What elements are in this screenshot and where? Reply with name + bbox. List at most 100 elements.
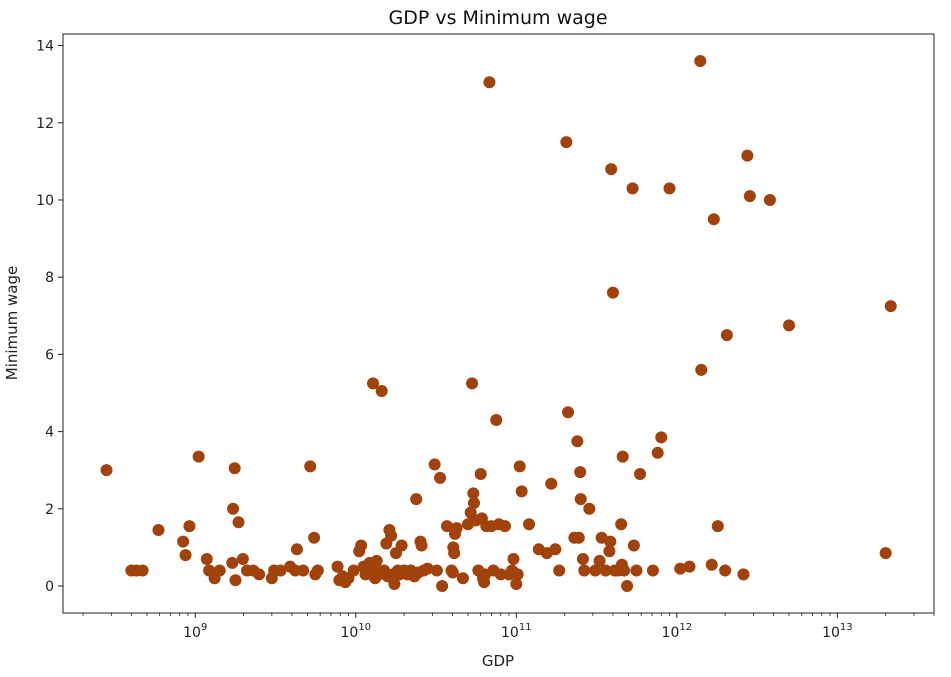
data-point [290,543,303,556]
data-point [448,547,461,560]
data-point [583,502,596,515]
data-point [466,377,479,390]
data-point [229,574,242,587]
data-point [474,468,487,481]
data-point [616,450,629,463]
data-point [630,564,643,577]
data-point [621,579,634,592]
data-point [213,564,226,577]
data-point [578,564,591,577]
data-point [467,487,480,500]
data-point [711,520,724,533]
data-point [183,520,196,533]
data-point [490,414,503,426]
plot-frame [62,33,935,614]
data-point [494,568,507,581]
data-point [456,572,469,585]
data-point [589,564,602,577]
data-point [574,466,587,479]
data-point [562,406,575,419]
data-point [663,182,676,195]
data-point [136,564,149,577]
data-point [446,566,459,579]
data-point [385,529,398,542]
data-point [421,562,434,575]
data-point [192,450,205,463]
data-point [498,520,511,533]
data-point [695,363,708,376]
data-point [571,435,584,448]
data-point [297,564,310,577]
data-point [655,431,668,444]
data-point [311,564,324,577]
x-tick-label: 1013 [822,622,853,641]
data-point [100,464,113,477]
data-point [177,535,190,548]
data-point [226,556,239,569]
data-point [227,502,240,515]
data-point [651,446,664,459]
data-point [560,136,573,149]
data-point [605,163,618,176]
data-point [674,562,687,575]
data-point [434,471,447,484]
data-point [743,190,756,203]
data-point [440,520,453,533]
data-point [228,462,241,475]
data-point [572,531,585,544]
x-tick-label: 1012 [662,622,693,641]
data-point [236,552,249,565]
data-point [179,549,192,562]
data-point [355,539,368,552]
data-point [428,458,441,471]
data-point [507,552,520,565]
x-axis-label: GDP [482,652,514,670]
data-point [415,539,428,552]
data-point [694,55,707,68]
y-tick-label: 4 [45,425,54,441]
data-point [515,485,528,498]
data-point [388,578,401,591]
data-point [430,564,443,577]
data-point [705,558,718,571]
data-point [683,560,696,573]
data-point [200,552,213,565]
data-points [100,55,897,592]
y-tick-label: 12 [36,116,54,132]
x-tick-label: 109 [183,622,207,641]
data-point [549,543,562,556]
data-point [366,377,379,390]
data-point [510,578,523,591]
data-point [375,385,388,398]
y-tick-label: 2 [45,502,54,518]
data-point [615,518,628,531]
data-point [274,564,287,577]
x-axis: 109 1010 1011 1012 1013 [82,613,935,641]
data-point [467,496,480,509]
data-point [707,213,720,226]
data-point [783,319,796,332]
data-point [152,524,165,537]
data-point [606,286,619,299]
data-point [232,516,245,529]
data-point [576,552,589,565]
data-point [763,193,776,206]
data-point [450,522,463,535]
data-point [513,460,526,473]
data-point [370,554,383,567]
y-axis-label: Minimum wage [3,266,21,381]
y-tick-label: 10 [36,193,54,209]
x-tick-label: 1011 [501,622,532,641]
data-point [626,182,639,195]
data-point [603,545,616,558]
data-point [884,300,897,313]
y-axis: 0 2 4 6 8 10 12 14 [36,39,63,595]
data-point [720,329,733,342]
data-point [719,564,732,577]
data-point [627,539,640,552]
data-point [347,564,360,577]
data-point [646,564,659,577]
data-point [604,535,617,548]
data-point [593,554,606,567]
